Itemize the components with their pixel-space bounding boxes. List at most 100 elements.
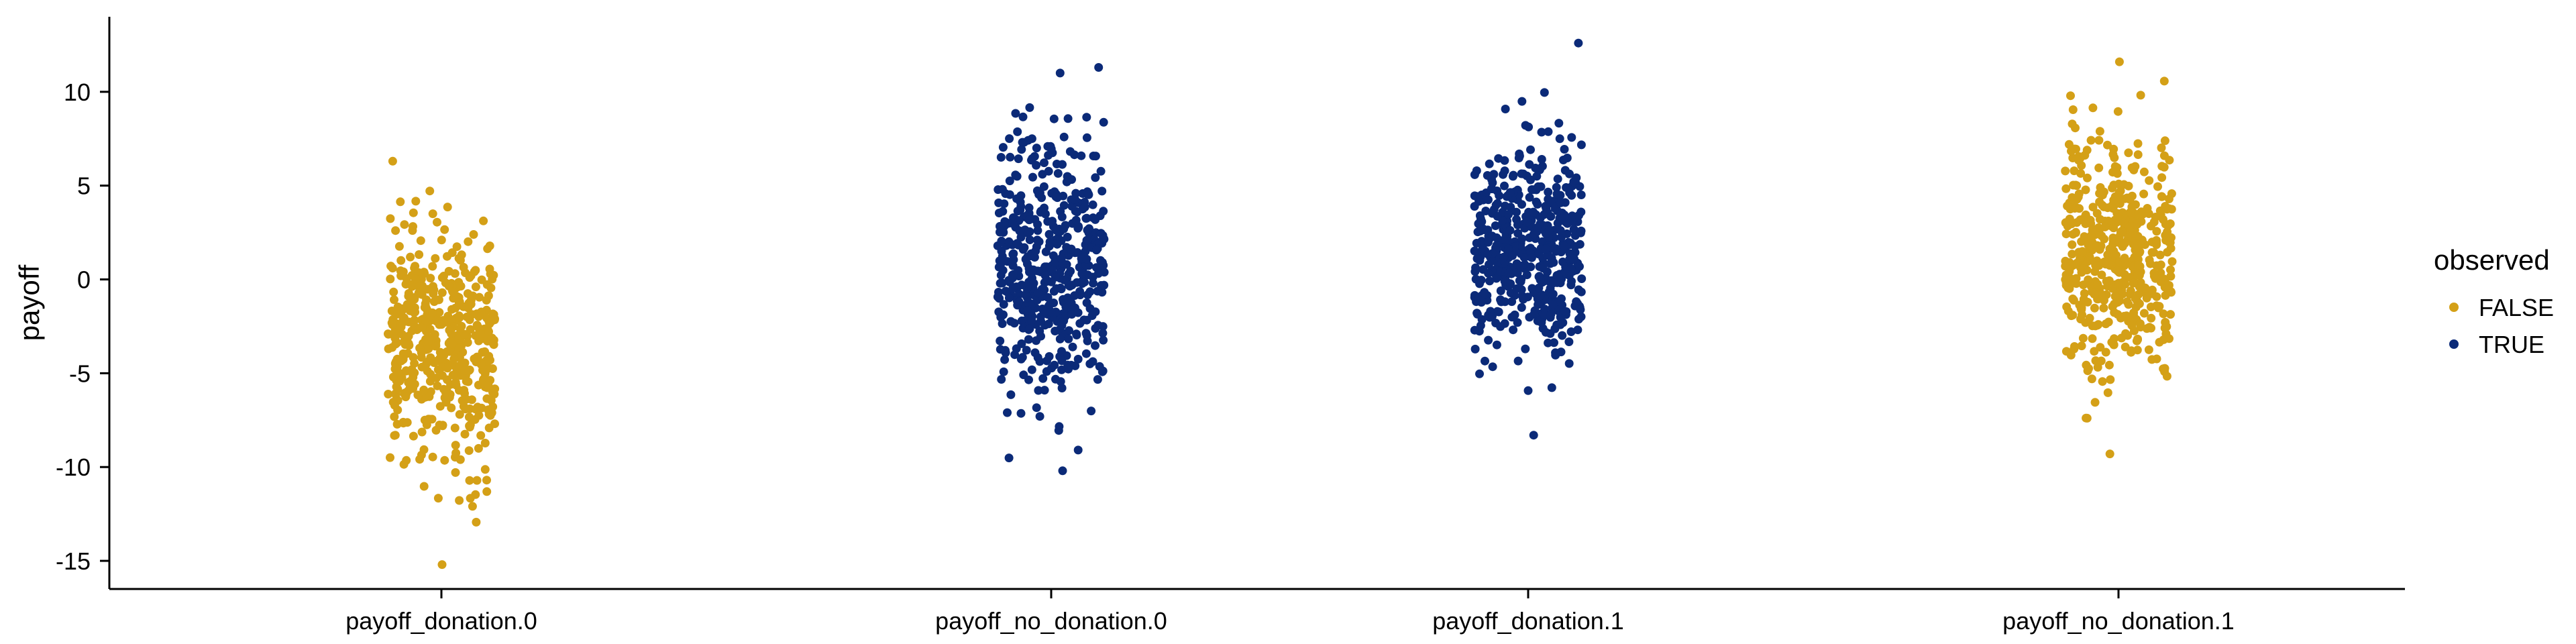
- data-point: [1082, 254, 1091, 264]
- data-point: [1555, 134, 1564, 144]
- data-point: [1483, 250, 1493, 259]
- data-point: [1016, 197, 1025, 207]
- data-point: [2118, 290, 2127, 299]
- data-point: [1049, 114, 1059, 123]
- data-point: [1025, 235, 1034, 244]
- data-point: [2078, 247, 2087, 256]
- data-point: [1492, 340, 1501, 350]
- data-point: [482, 365, 491, 374]
- data-point: [1006, 152, 1015, 162]
- data-point: [1492, 274, 1501, 283]
- data-point: [2079, 294, 2088, 304]
- data-point: [1014, 297, 1024, 307]
- data-point: [409, 372, 418, 382]
- data-point: [1576, 191, 1586, 199]
- data-point: [2068, 250, 2077, 259]
- data-point: [1508, 251, 1517, 260]
- data-point: [1572, 297, 1581, 307]
- data-point: [417, 348, 426, 358]
- data-point: [432, 374, 441, 382]
- data-point: [1005, 134, 1014, 144]
- data-point: [1099, 207, 1108, 216]
- data-point: [2093, 280, 2102, 289]
- data-point: [2144, 323, 2153, 333]
- data-point: [1083, 225, 1092, 235]
- data-point: [1018, 138, 1027, 147]
- data-point: [1049, 251, 1058, 260]
- data-point: [2113, 310, 2123, 319]
- data-point: [1499, 170, 1507, 179]
- data-point: [2117, 226, 2127, 235]
- data-point: [1088, 357, 1097, 366]
- data-point: [2134, 260, 2143, 270]
- data-point: [2094, 163, 2104, 172]
- data-point: [1071, 195, 1080, 204]
- data-point: [1091, 341, 1099, 350]
- data-point: [2159, 76, 2169, 86]
- data-point: [411, 197, 421, 206]
- data-point: [1073, 354, 1083, 364]
- data-point: [2122, 311, 2131, 321]
- data-point: [1492, 233, 1501, 242]
- data-point: [451, 378, 460, 387]
- data-point: [474, 312, 484, 321]
- data-point: [426, 274, 435, 283]
- data-point: [400, 220, 409, 229]
- data-point: [1532, 223, 1542, 233]
- data-point: [437, 288, 447, 297]
- data-point: [1093, 286, 1102, 296]
- data-point: [1025, 103, 1034, 112]
- data-point: [2101, 319, 2110, 329]
- data-point: [1008, 219, 1018, 228]
- data-point: [1548, 289, 1558, 299]
- data-point: [1508, 172, 1517, 181]
- data-point: [996, 313, 1006, 322]
- data-point: [1013, 127, 1022, 136]
- data-point: [442, 385, 451, 394]
- data-point: [2096, 356, 2106, 366]
- data-point: [1504, 210, 1513, 219]
- data-point: [2159, 162, 2169, 172]
- data-point: [1091, 246, 1101, 255]
- data-point: [1027, 316, 1036, 325]
- data-point: [1559, 156, 1568, 164]
- data-point: [2068, 311, 2078, 320]
- data-point: [1010, 319, 1019, 328]
- data-point: [1475, 369, 1484, 378]
- data-point: [1551, 348, 1560, 358]
- data-point: [1095, 362, 1104, 371]
- data-point: [1546, 259, 1555, 268]
- data-point: [2105, 449, 2114, 459]
- data-point: [2147, 313, 2156, 323]
- data-point: [1540, 88, 1549, 97]
- data-point: [1018, 245, 1028, 254]
- data-point: [2098, 201, 2107, 210]
- data-point: [2070, 342, 2079, 351]
- data-point: [2145, 256, 2154, 264]
- data-point: [433, 494, 443, 503]
- data-point: [1017, 145, 1026, 154]
- data-point: [1083, 290, 1092, 299]
- data-point: [2157, 143, 2166, 152]
- data-point: [1055, 68, 1065, 78]
- data-point: [1513, 268, 1522, 278]
- data-point: [1496, 286, 1505, 295]
- data-point: [420, 415, 429, 425]
- data-point: [1017, 339, 1026, 348]
- data-point: [2129, 308, 2139, 317]
- data-point: [2133, 334, 2142, 343]
- data-point: [2113, 213, 2123, 223]
- data-point: [480, 439, 490, 447]
- data-point: [448, 287, 458, 297]
- data-point: [1064, 296, 1073, 305]
- data-point: [1057, 365, 1066, 374]
- data-point: [400, 340, 410, 350]
- data-point: [2074, 193, 2083, 202]
- data-point: [2103, 140, 2112, 150]
- data-point: [1001, 286, 1010, 296]
- data-point: [1553, 174, 1562, 184]
- data-point: [1035, 412, 1044, 421]
- data-point: [1001, 189, 1010, 199]
- data-point: [1038, 374, 1048, 383]
- data-point: [1099, 117, 1108, 127]
